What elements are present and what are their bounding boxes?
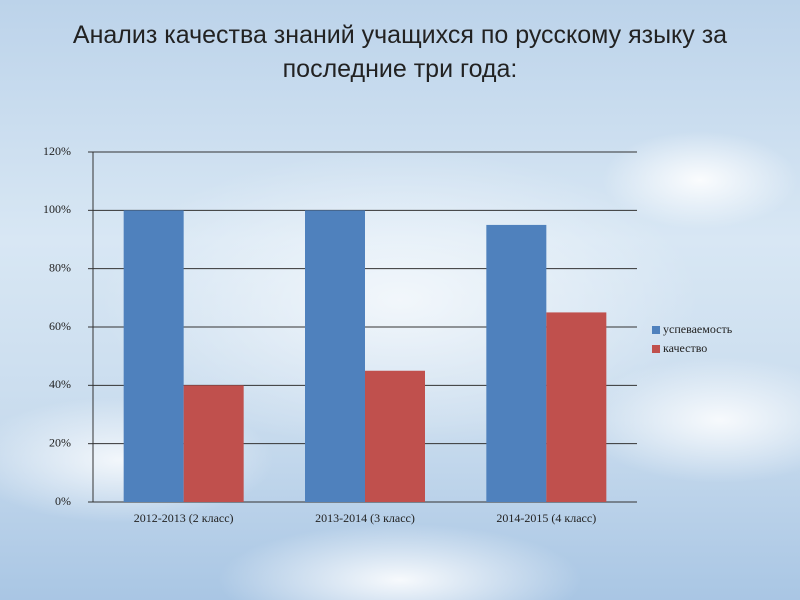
bar xyxy=(486,224,547,502)
chart-title: Анализ качества знаний учащихся по русск… xyxy=(72,21,728,83)
y-tick-label: 20% xyxy=(49,435,71,449)
bar xyxy=(305,210,365,503)
bar xyxy=(546,312,607,502)
bar xyxy=(183,385,244,502)
legend-swatch xyxy=(652,345,660,353)
y-tick-label: 60% xyxy=(49,319,71,333)
y-tick-label: 100% xyxy=(43,202,71,216)
legend-swatch xyxy=(652,326,660,334)
legend-label: успеваемость xyxy=(663,322,733,336)
legend-label: качество xyxy=(663,341,707,355)
y-tick-label: 40% xyxy=(49,377,71,391)
y-tick-label: 120% xyxy=(43,144,71,158)
x-tick-label: 2012-2013 (2 класс) xyxy=(134,511,234,525)
y-tick-label: 80% xyxy=(49,260,71,274)
x-tick-label: 2013-2014 (3 класс) xyxy=(315,511,415,525)
y-tick-label: 0% xyxy=(55,494,71,508)
bar xyxy=(365,370,425,502)
x-tick-label: 2014-2015 (4 класс) xyxy=(496,511,596,525)
bar xyxy=(123,210,184,503)
